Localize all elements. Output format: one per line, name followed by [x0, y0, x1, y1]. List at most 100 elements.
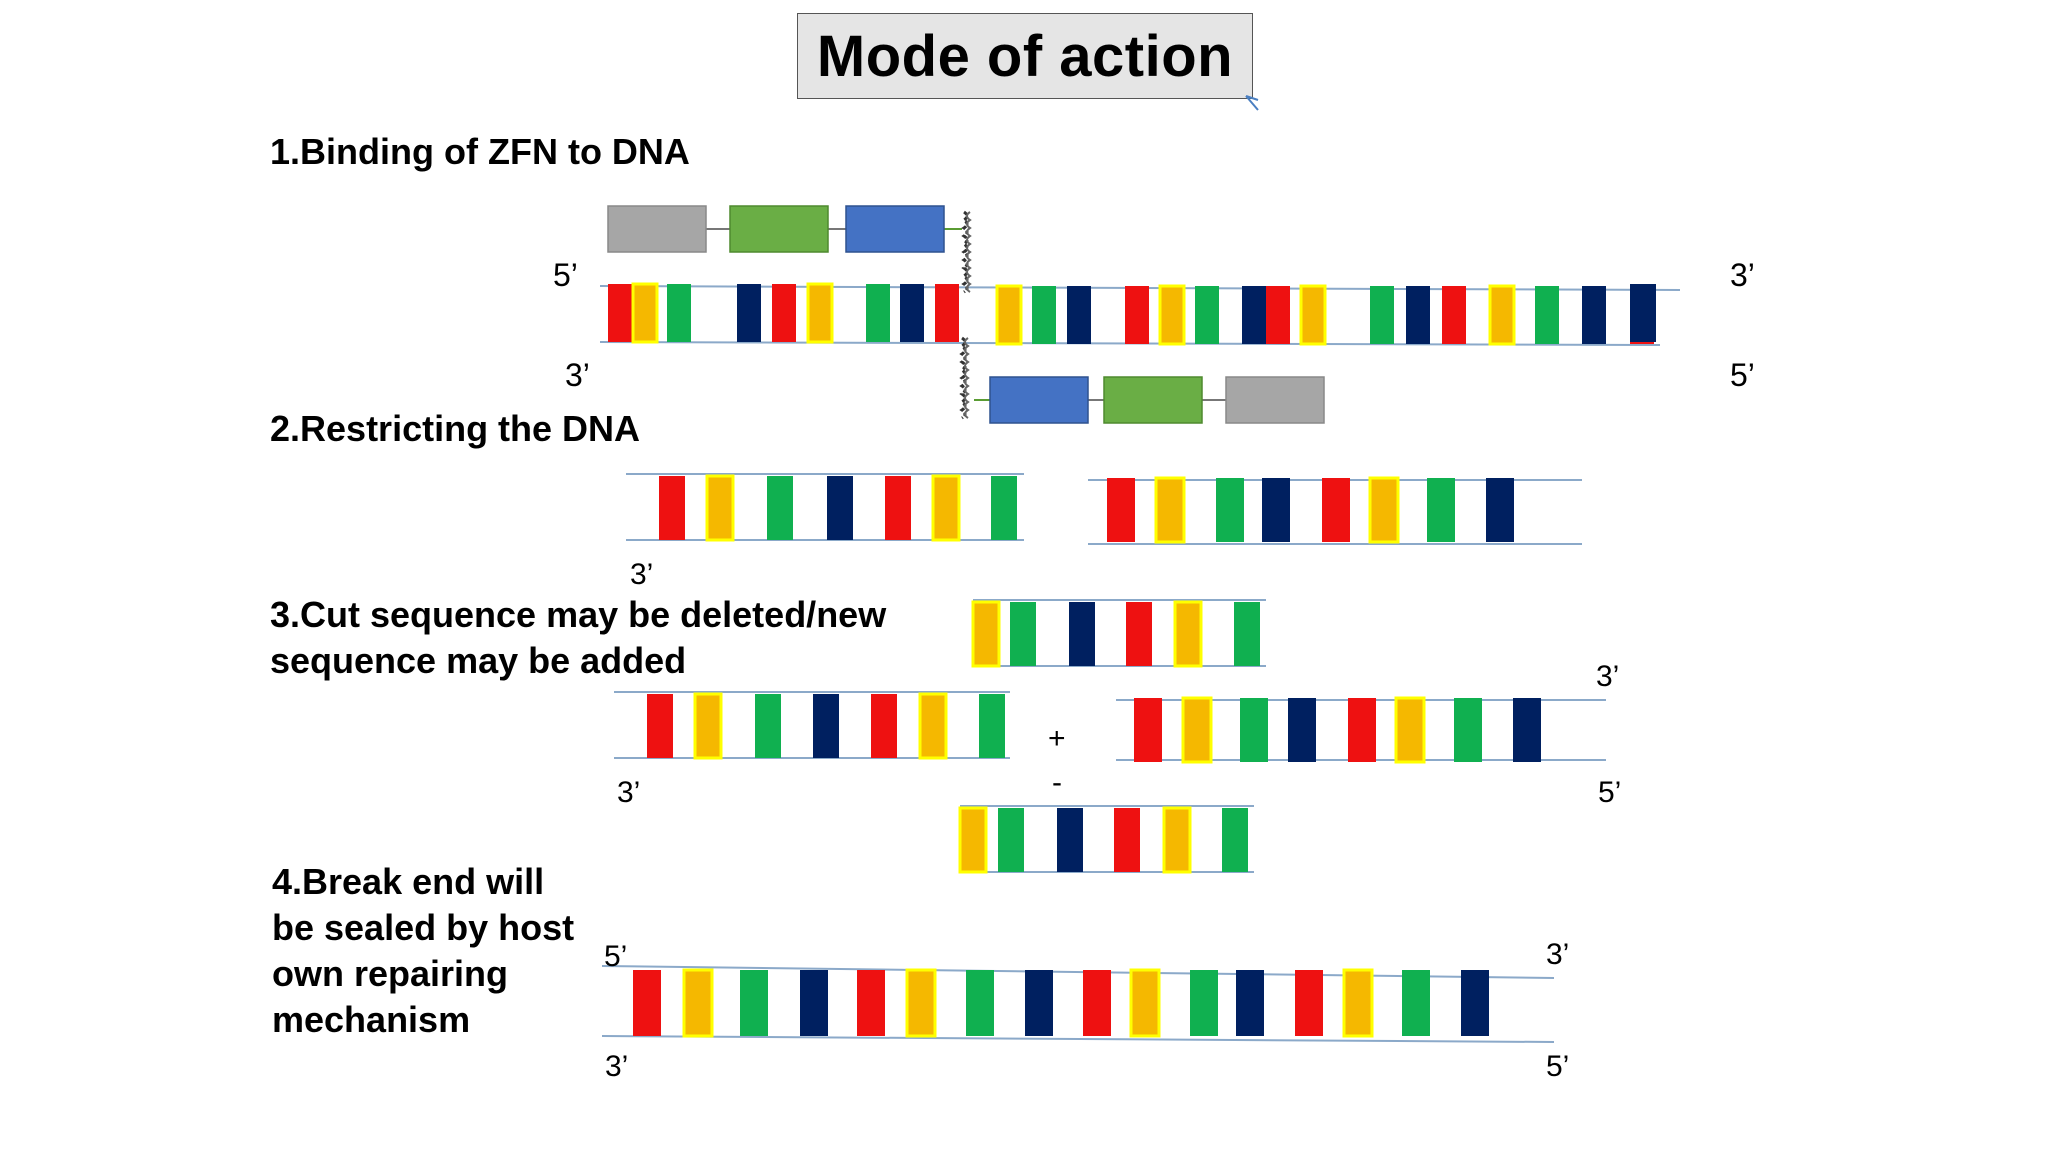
fok1-cleavage-domain-top [966, 211, 972, 293]
step1-base [900, 284, 924, 342]
step4-bottom-strand [601, 1035, 1555, 1043]
step1-base [608, 284, 632, 342]
step1-base [1195, 286, 1219, 344]
step4-base [1190, 970, 1218, 1036]
step1-base [1125, 286, 1149, 344]
step3-right-fragment-base [1134, 698, 1162, 762]
step4-base [1025, 970, 1053, 1036]
step1-base [995, 284, 1023, 346]
step3-right-fragment-base [1181, 696, 1213, 764]
step1-base [866, 284, 890, 342]
step4-base [1129, 968, 1161, 1038]
step3-right-3prime-label: 3’ [1596, 660, 1619, 693]
step-3-label: 3.Cut sequence may be deleted/new sequen… [270, 594, 887, 681]
slide-title: Mode of action [816, 23, 1234, 89]
step4-base [857, 970, 885, 1036]
step3-left-fragment-base [979, 694, 1005, 758]
step3-top-insert-base [1234, 602, 1260, 666]
step4-base [682, 968, 714, 1038]
step3-top-insert-base [1173, 600, 1203, 668]
step3-top-insert-base [971, 600, 1001, 668]
step1-base [1370, 286, 1394, 344]
step4-base [800, 970, 828, 1036]
step1-base [935, 284, 959, 342]
step3-left-fragment-base [871, 694, 897, 758]
step3-left-fragment-base [755, 694, 781, 758]
minus-sign: - [1052, 766, 1062, 799]
step3-right-fragment-base [1513, 698, 1541, 762]
step3-left-fragment-base [813, 694, 839, 758]
step2-right-fragment-base [1427, 478, 1455, 542]
step4-base [1083, 970, 1111, 1036]
zfn-bottom-gray-domain [1225, 376, 1325, 424]
step1-base [1158, 284, 1186, 346]
step4-right-5prime-label: 5’ [1546, 1050, 1569, 1083]
step2-right-fragment-base [1262, 478, 1290, 542]
step1-right-5prime-label: 5’ [1730, 357, 1755, 393]
zfn-top-green-domain [729, 205, 829, 253]
zfn-top-blue-domain [845, 205, 945, 253]
step2-left-fragment-base [931, 474, 961, 542]
step3-bottom-insert-base [1162, 806, 1192, 874]
zfn-bottom-green-domain [1103, 376, 1203, 424]
step1-base [1032, 286, 1056, 344]
step4-base [740, 970, 768, 1036]
step1-right-3prime-label: 3’ [1730, 257, 1755, 293]
step-4-label: 4.Break end will be sealed by host own r… [272, 861, 575, 1040]
step3-left-fragment-base [918, 692, 948, 760]
step1-base [772, 284, 796, 342]
fok1-cleavage-domain-bottom [964, 337, 970, 419]
step3-right-fragment-base [1240, 698, 1268, 762]
step3-right-5prime-label: 5’ [1598, 776, 1621, 809]
step2-right-fragment-base [1107, 478, 1135, 542]
step4-base [1461, 970, 1489, 1036]
step4-base [1295, 970, 1323, 1036]
step3-right-fragment-base [1454, 698, 1482, 762]
step1-base [1630, 284, 1656, 342]
title-box: Mode of action [797, 13, 1253, 99]
step3-top-insert-base [1126, 602, 1152, 666]
step3-bottom-insert-base [1057, 808, 1083, 872]
step3-right-fragment-base [1348, 698, 1376, 762]
step3-left-fragment-base [693, 692, 723, 760]
zfn-bottom-blue-domain [989, 376, 1089, 424]
step3-top-insert-base [1069, 602, 1095, 666]
step1-base [737, 284, 761, 342]
step4-base [1402, 970, 1430, 1036]
step3-bottom-insert-base [958, 806, 988, 874]
step4-base [905, 968, 937, 1038]
step1-base [1535, 286, 1559, 344]
step2-left-fragment-base [991, 476, 1017, 540]
step3-right-fragment-base [1394, 696, 1426, 764]
zfn-top-gray-domain [607, 205, 707, 253]
step1-left-3prime-label: 3’ [565, 357, 590, 393]
step-2-label: 2.Restricting the DNA [270, 408, 641, 449]
step4-base [633, 970, 661, 1036]
step1-left-5prime-label: 5’ [553, 257, 578, 293]
step1-base [1442, 286, 1466, 344]
step1-base [631, 282, 659, 344]
step1-base [1242, 286, 1266, 344]
step2-right-fragment-base [1486, 478, 1514, 542]
step3-top-insert-base [1010, 602, 1036, 666]
step2-left-fragment-base [827, 476, 853, 540]
step4-right-3prime-label: 3’ [1546, 938, 1569, 971]
step4-base [1236, 970, 1264, 1036]
step4-left-5prime-label: 5’ [604, 940, 627, 973]
step3-left-3prime-label: 3’ [617, 776, 640, 809]
step2-3prime-label: 3’ [630, 558, 653, 591]
step2-left-fragment-base [659, 476, 685, 540]
step3-left-fragment-base [647, 694, 673, 758]
step4-left-3prime-label: 3’ [605, 1050, 628, 1083]
step2-right-fragment-base [1154, 476, 1186, 544]
step1-base [1582, 286, 1606, 344]
step2-right-fragment-base [1322, 478, 1350, 542]
step1-base [1299, 284, 1327, 346]
step2-right-fragment-base [1216, 478, 1244, 542]
step4-top-strand [601, 965, 1555, 979]
step3-right-fragment-base [1288, 698, 1316, 762]
step2-left-fragment-base [885, 476, 911, 540]
step1-base [806, 282, 834, 344]
step1-base [1266, 286, 1290, 344]
step2-left-fragment-base [767, 476, 793, 540]
